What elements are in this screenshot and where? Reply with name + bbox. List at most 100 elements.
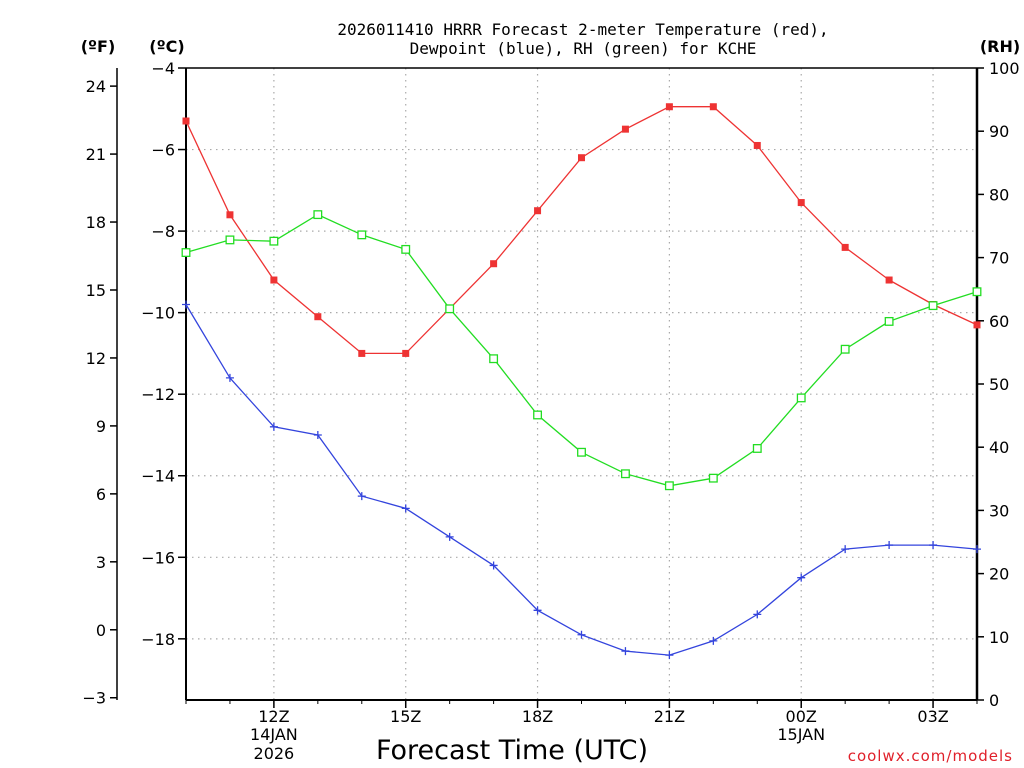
dewpoint-point: [709, 636, 718, 645]
rh-point: [796, 393, 806, 403]
dewpoint-point: [401, 504, 410, 513]
temperature-point: [841, 243, 849, 251]
fahrenheit-tick-label: 9: [96, 417, 106, 436]
temperature-point: [578, 154, 585, 162]
rh-point: [840, 344, 850, 354]
celsius-tick-label: −6: [151, 141, 175, 160]
temperature-point: [490, 260, 498, 268]
series-line: [185, 106, 978, 355]
dewpoint-point: [797, 573, 806, 582]
temperature-point: [358, 349, 366, 357]
rh-point: [181, 248, 191, 257]
chart-title-line-1: 2026011410 HRRR Forecast 2-meter Tempera…: [337, 20, 828, 39]
temperature-point: [270, 276, 278, 284]
fahrenheit-tick-label: −3: [82, 689, 106, 708]
fahrenheit-unit-label: (ºF): [81, 37, 116, 56]
temperature-point: [797, 199, 805, 207]
fahrenheit-tick-label: 15: [86, 281, 106, 300]
dewpoint-point: [269, 422, 278, 431]
temperature-point: [402, 349, 410, 357]
rh-tick-label: 50: [989, 375, 1009, 394]
fahrenheit-tick-label: 18: [86, 213, 106, 232]
temperature-point: [665, 103, 673, 111]
rh-point: [577, 447, 586, 457]
celsius-tick-label: −8: [151, 222, 175, 241]
series-dewpoint: [182, 300, 981, 660]
dewpoint-point: [489, 561, 498, 570]
rh-tick-label: 30: [989, 501, 1009, 520]
rh-tick-label: 70: [989, 249, 1009, 268]
celsius-tick-label: −4: [151, 59, 175, 78]
x-axis-label: Forecast Time (UTC): [376, 735, 648, 766]
temperature-point: [753, 141, 761, 149]
rh-tick-label: 0: [989, 691, 999, 710]
celsius-tick-label: −14: [141, 467, 175, 486]
rh-point: [620, 469, 630, 479]
rh-tick-label: 100: [989, 59, 1020, 78]
temperature-point: [973, 321, 981, 329]
celsius-tick-label: −16: [141, 548, 175, 567]
dewpoint-point: [445, 532, 454, 541]
rh-tick-label: 60: [989, 312, 1009, 331]
series-temperature: [182, 103, 981, 357]
temperature-point: [709, 103, 717, 111]
dewpoint-point: [929, 541, 938, 550]
series-relative-humidity: [181, 210, 982, 491]
rh-point: [664, 481, 674, 491]
credit-text: coolwx.com/models: [848, 747, 1013, 765]
fahrenheit-tick-label: 3: [96, 553, 106, 572]
dewpoint-point: [533, 606, 542, 615]
rh-tick-label: 20: [989, 565, 1009, 584]
rh-point: [225, 235, 235, 245]
x-tick-label: 15Z: [390, 707, 421, 726]
dewpoint-point: [973, 545, 981, 554]
rh-point: [884, 316, 894, 326]
rh-point: [533, 410, 543, 420]
x-tick-label: 18Z: [522, 707, 553, 726]
temperature-point: [226, 211, 234, 219]
rh-tick-label: 80: [989, 185, 1009, 204]
dewpoint-point: [621, 647, 630, 656]
x-tick-label: 03Z: [917, 707, 948, 726]
x-year-label: 2026: [254, 744, 295, 763]
dewpoint-point: [357, 492, 366, 501]
rh-point: [972, 287, 982, 297]
temperature-point: [182, 117, 190, 125]
celsius-tick-label: −18: [141, 630, 175, 649]
grid-lines: [186, 68, 977, 700]
rh-unit-label: (RH): [980, 37, 1020, 56]
temperature-point: [885, 276, 893, 284]
dewpoint-point: [665, 651, 674, 660]
dewpoint-point: [313, 430, 322, 439]
chart-title-line-2: Dewpoint (blue), RH (green) for KCHE: [410, 39, 757, 58]
x-tick-label: 00Z: [786, 707, 817, 726]
fahrenheit-tick-label: 21: [86, 145, 106, 164]
celsius-tick-label: −10: [141, 304, 175, 323]
rh-point: [708, 473, 718, 483]
rh-point: [269, 236, 279, 246]
rh-tick-label: 90: [989, 122, 1009, 141]
x-date-label: 15JAN: [777, 725, 825, 744]
temperature-point: [621, 125, 629, 133]
axes: [110, 67, 984, 708]
x-tick-label: 12Z: [258, 707, 289, 726]
series-line: [185, 304, 978, 656]
series-layer: [181, 103, 982, 660]
rh-tick-label: 40: [989, 438, 1009, 457]
rh-point: [445, 304, 455, 314]
fahrenheit-tick-label: 12: [86, 349, 106, 368]
rh-point: [752, 444, 762, 453]
fahrenheit-tick-label: 24: [86, 77, 106, 96]
rh-point: [489, 354, 499, 364]
celsius-tick-label: −12: [141, 385, 175, 404]
series-line: [185, 213, 978, 487]
dewpoint-point: [753, 610, 762, 619]
dewpoint-point: [225, 373, 234, 382]
celsius-unit-label: (ºC): [149, 37, 184, 56]
temperature-point: [314, 313, 322, 321]
fahrenheit-tick-label: 0: [96, 621, 106, 640]
x-tick-label: 21Z: [654, 707, 685, 726]
dewpoint-point: [182, 300, 190, 309]
